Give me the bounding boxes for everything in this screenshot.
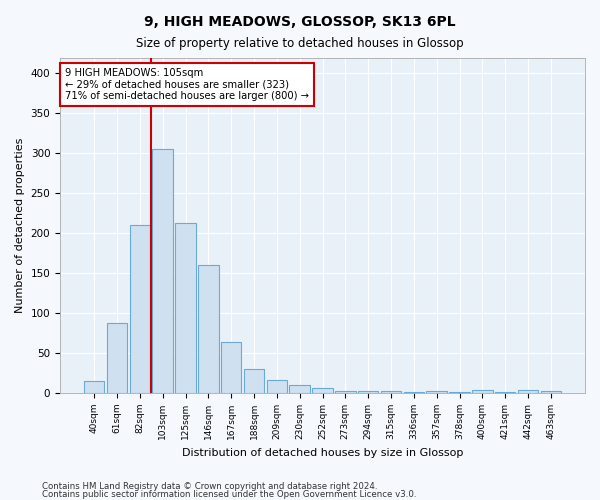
Bar [221, 342, 241, 393]
Bar [518, 390, 538, 393]
Bar [107, 323, 127, 393]
Bar [244, 369, 264, 393]
Bar [175, 223, 196, 393]
Bar [381, 390, 401, 393]
Text: Contains public sector information licensed under the Open Government Licence v3: Contains public sector information licen… [42, 490, 416, 499]
Bar [130, 226, 150, 393]
Bar [84, 381, 104, 393]
Bar [289, 385, 310, 393]
Bar [472, 390, 493, 393]
Text: Contains HM Land Registry data © Crown copyright and database right 2024.: Contains HM Land Registry data © Crown c… [42, 482, 377, 491]
Bar [358, 392, 379, 393]
Bar [198, 265, 218, 393]
Bar [312, 388, 333, 393]
Text: 9 HIGH MEADOWS: 105sqm
← 29% of detached houses are smaller (323)
71% of semi-de: 9 HIGH MEADOWS: 105sqm ← 29% of detached… [65, 68, 309, 101]
Bar [449, 392, 470, 393]
X-axis label: Distribution of detached houses by size in Glossop: Distribution of detached houses by size … [182, 448, 463, 458]
Bar [152, 150, 173, 393]
Bar [427, 392, 447, 393]
Bar [266, 380, 287, 393]
Bar [335, 390, 356, 393]
Y-axis label: Number of detached properties: Number of detached properties [15, 138, 25, 313]
Bar [495, 392, 515, 393]
Bar [404, 392, 424, 393]
Text: 9, HIGH MEADOWS, GLOSSOP, SK13 6PL: 9, HIGH MEADOWS, GLOSSOP, SK13 6PL [144, 15, 456, 29]
Text: Size of property relative to detached houses in Glossop: Size of property relative to detached ho… [136, 38, 464, 51]
Bar [541, 390, 561, 393]
